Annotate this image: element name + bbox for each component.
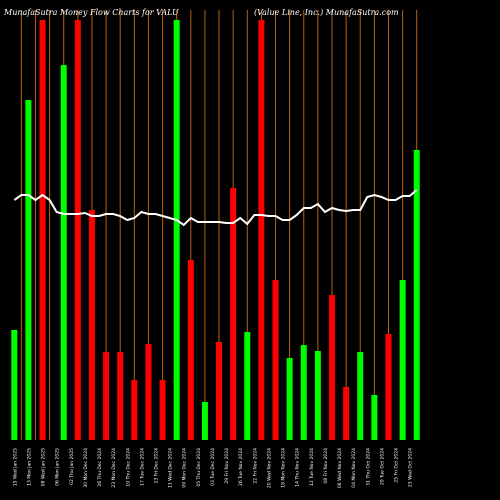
x-tick-label: 04 Mon Nov 2024 — [351, 448, 357, 488]
x-tick-label: 17 Tue Dec 2024 — [139, 448, 145, 486]
chart-header-left: MunafaSutra Money Flow Charts for VALU — [4, 8, 179, 17]
volume-bar — [244, 332, 251, 440]
volume-bar — [399, 280, 406, 440]
volume-bar — [159, 380, 166, 440]
x-tick-label: 13 Fri Dec 2024 — [154, 448, 160, 484]
x-tick-label: 31 Thu Oct 2024 — [365, 448, 371, 486]
x-tick-label: 06 Mon Jan 2025 — [55, 448, 61, 486]
x-tick-label: 12 Tue Nov 2024 — [309, 448, 315, 486]
volume-bar — [385, 334, 392, 440]
volume-bar — [413, 150, 420, 440]
x-tick-label: 26 Tue Nov 2024 — [238, 448, 244, 486]
volume-bar — [117, 352, 124, 440]
x-tick-label: 15 Wed Jan 2025 — [12, 448, 18, 486]
x-tick-label: 03 Tue Dec 2024 — [210, 448, 216, 486]
volume-bar — [300, 345, 307, 440]
x-tick-label: 29 Tue Oct 2024 — [379, 448, 385, 485]
x-tick-label: 08 Wed Jan 2025 — [41, 448, 47, 486]
volume-bar — [286, 358, 293, 440]
x-tick-label: 19 Thu Dec 2024 — [125, 448, 131, 487]
x-tick-label: 14 Thu Nov 2024 — [295, 448, 301, 487]
x-tick-label: 08 Fri Nov 2024 — [323, 448, 329, 484]
volume-bar — [371, 395, 378, 440]
x-tick-label: 30 Mon Dec 2024 — [83, 448, 89, 488]
x-tick-label: 22 Fri Nov 2024 — [252, 448, 258, 484]
x-tick-label: 11 Wed Dec 2024 — [168, 448, 174, 488]
x-tick-label: 25 Fri Oct 2024 — [394, 448, 400, 483]
volume-bar — [11, 330, 18, 440]
volume-bar — [343, 387, 350, 440]
x-tick-label: 26 Thu Dec 2024 — [97, 448, 103, 487]
volume-bar — [173, 20, 180, 440]
volume-bar — [74, 20, 81, 440]
volume-bar — [329, 295, 335, 440]
volume-bar — [201, 402, 208, 440]
x-tick-label: 29 Fri Nov 2024 — [224, 448, 230, 484]
volume-bar — [187, 260, 194, 440]
volume-bar — [103, 352, 110, 440]
x-tick-label: 13 Mon Jan 2025 — [26, 448, 32, 486]
volume-bar — [314, 351, 321, 440]
chart-header-right: (Value Line, Inc.) MunafaSutra.com — [254, 8, 399, 17]
volume-bar — [272, 280, 279, 440]
volume-bar — [230, 188, 237, 440]
volume-bar — [357, 352, 364, 440]
volume-bar — [25, 100, 32, 440]
volume-bar — [131, 380, 138, 440]
x-tick-label: 23 Mon Dec 2024 — [111, 448, 117, 488]
x-tick-label: 23 Wed Oct 2024 — [408, 448, 414, 487]
volume-bar — [88, 210, 95, 440]
x-tick-label: 06 Wed Nov 2024 — [337, 448, 343, 488]
x-tick-label: 09 Mon Dec 2024 — [182, 448, 188, 488]
x-tick-label: 05 Thu Dec 2024 — [196, 448, 202, 487]
x-tick-labels: 15 Wed Jan 2025 13 Mon Jan 2025 08 Wed Jan… — [12, 448, 413, 488]
volume-bars — [11, 20, 420, 440]
volume-bar — [216, 342, 223, 440]
volume-bar — [258, 20, 265, 440]
volume-bar — [39, 20, 46, 440]
x-tick-label: 02 Thu Jan 2025 — [69, 448, 75, 485]
x-tick-label: 18 Mon Nov 2024 — [281, 448, 287, 488]
volume-bar — [60, 65, 67, 440]
price-line — [13, 189, 418, 227]
volume-bar — [145, 344, 152, 440]
x-tick-label: 20 Wed Nov 2024 — [266, 448, 272, 488]
